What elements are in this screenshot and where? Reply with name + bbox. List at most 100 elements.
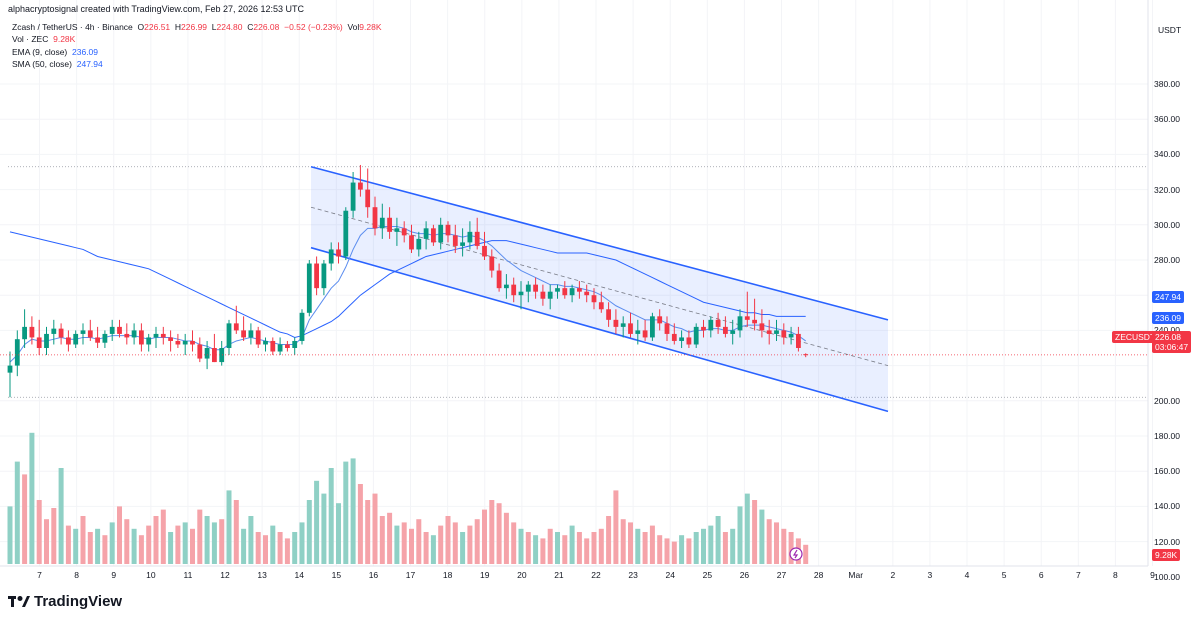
candle xyxy=(394,217,400,246)
channel-midline xyxy=(310,206,889,366)
candle xyxy=(482,231,487,260)
legend-symbol-row[interactable]: Zcash / TetherUS · 4h · Binance O226.51 … xyxy=(12,21,382,33)
time-tick-label: 23 xyxy=(628,570,638,580)
candle xyxy=(321,260,327,296)
candle xyxy=(168,330,173,352)
candle xyxy=(723,316,728,338)
candle xyxy=(606,302,611,327)
candle xyxy=(292,337,298,356)
volume-bar xyxy=(190,528,195,564)
candle-body xyxy=(146,337,152,345)
candle xyxy=(766,319,772,345)
candle-body xyxy=(212,348,217,363)
candle xyxy=(131,323,137,345)
candle-body xyxy=(671,333,677,341)
candle-body xyxy=(628,323,633,334)
candle-body xyxy=(445,224,451,236)
candle-body xyxy=(723,326,728,334)
candle xyxy=(226,319,232,356)
legend-sma-row[interactable]: SMA (50, close) 247.94 xyxy=(12,58,382,70)
candle xyxy=(139,323,144,352)
vol-label: Vol xyxy=(347,22,360,32)
tradingview-logo[interactable]: TradingView xyxy=(8,593,122,610)
candle-body xyxy=(343,210,349,257)
volume-bar xyxy=(423,532,429,564)
time-tick-label: 5 xyxy=(1001,570,1007,580)
candle-body xyxy=(715,319,721,327)
candle-body xyxy=(774,330,779,334)
volume-bar xyxy=(95,528,101,564)
candle xyxy=(781,323,787,345)
candle-body xyxy=(547,291,553,299)
volume-bar xyxy=(576,532,582,564)
volume-bar xyxy=(365,500,371,564)
volume-bar xyxy=(73,528,79,564)
volume-bar xyxy=(737,506,743,564)
candle xyxy=(358,164,363,197)
volume-bar xyxy=(416,519,422,564)
volume-bar xyxy=(44,519,49,564)
time-tick-label: 2 xyxy=(890,570,896,580)
candle xyxy=(620,316,626,338)
open-value: 226.51 xyxy=(144,22,171,32)
candle xyxy=(693,323,699,348)
candle xyxy=(774,319,779,341)
candle xyxy=(387,207,392,239)
volume-bar xyxy=(80,516,86,564)
candle xyxy=(401,221,407,243)
candle-body xyxy=(263,340,268,345)
volume-bar xyxy=(620,519,626,564)
legend-volume-row[interactable]: Vol · ZEC 9.28K xyxy=(12,33,382,45)
candle xyxy=(22,309,27,348)
volume-bars xyxy=(7,432,809,564)
legend: Zcash / TetherUS · 4h · Binance O226.51 … xyxy=(12,21,382,71)
channel-fill xyxy=(311,166,888,412)
legend-ema-row[interactable]: EMA (9, close) 236.09 xyxy=(12,46,382,58)
volume-bar xyxy=(474,519,480,564)
candle-body xyxy=(7,365,13,373)
high-label: H xyxy=(174,22,182,32)
volume-bar xyxy=(394,525,400,564)
volume-bar xyxy=(336,503,341,564)
time-tick-label: 9 xyxy=(1150,570,1155,580)
volume-bar xyxy=(445,516,451,564)
candle xyxy=(555,284,560,299)
volume-bar xyxy=(306,500,312,564)
candle-body xyxy=(708,319,714,331)
candle-body xyxy=(58,328,64,338)
candle-body xyxy=(620,323,626,327)
candle-body xyxy=(321,263,327,289)
candle xyxy=(372,196,378,236)
candle xyxy=(263,337,268,352)
volume-bar xyxy=(430,535,436,564)
volume-bar xyxy=(328,468,334,564)
candle xyxy=(255,326,261,348)
candle-body xyxy=(489,256,495,271)
candle-body xyxy=(66,337,71,345)
time-tick-label: 16 xyxy=(368,570,379,580)
time-tick-label: 11 xyxy=(183,570,193,580)
candle-body xyxy=(139,330,144,345)
candle xyxy=(95,326,100,348)
volume-tag: 9.28K xyxy=(1152,549,1181,561)
candle-body xyxy=(277,344,283,352)
currency-label[interactable]: USDT xyxy=(1158,25,1182,35)
candle-body xyxy=(73,333,79,345)
symbol-tag: ZECUSDT xyxy=(1112,331,1159,343)
volume-bar xyxy=(58,468,64,564)
candle xyxy=(671,323,677,345)
volume-bar xyxy=(241,528,247,564)
volume-bar xyxy=(387,512,393,564)
replay-icon[interactable] xyxy=(789,547,803,561)
candle-body xyxy=(102,333,108,343)
volume-bar xyxy=(518,528,524,564)
price-tick-label: 360.00 xyxy=(1154,114,1180,125)
price-tick-label: 200.00 xyxy=(1154,395,1180,406)
candle-body xyxy=(650,316,655,338)
volume-bar xyxy=(22,474,28,564)
candle xyxy=(36,319,42,356)
candle xyxy=(350,172,356,218)
volume-bar xyxy=(321,493,327,564)
price-tick-label: 340.00 xyxy=(1154,149,1180,160)
